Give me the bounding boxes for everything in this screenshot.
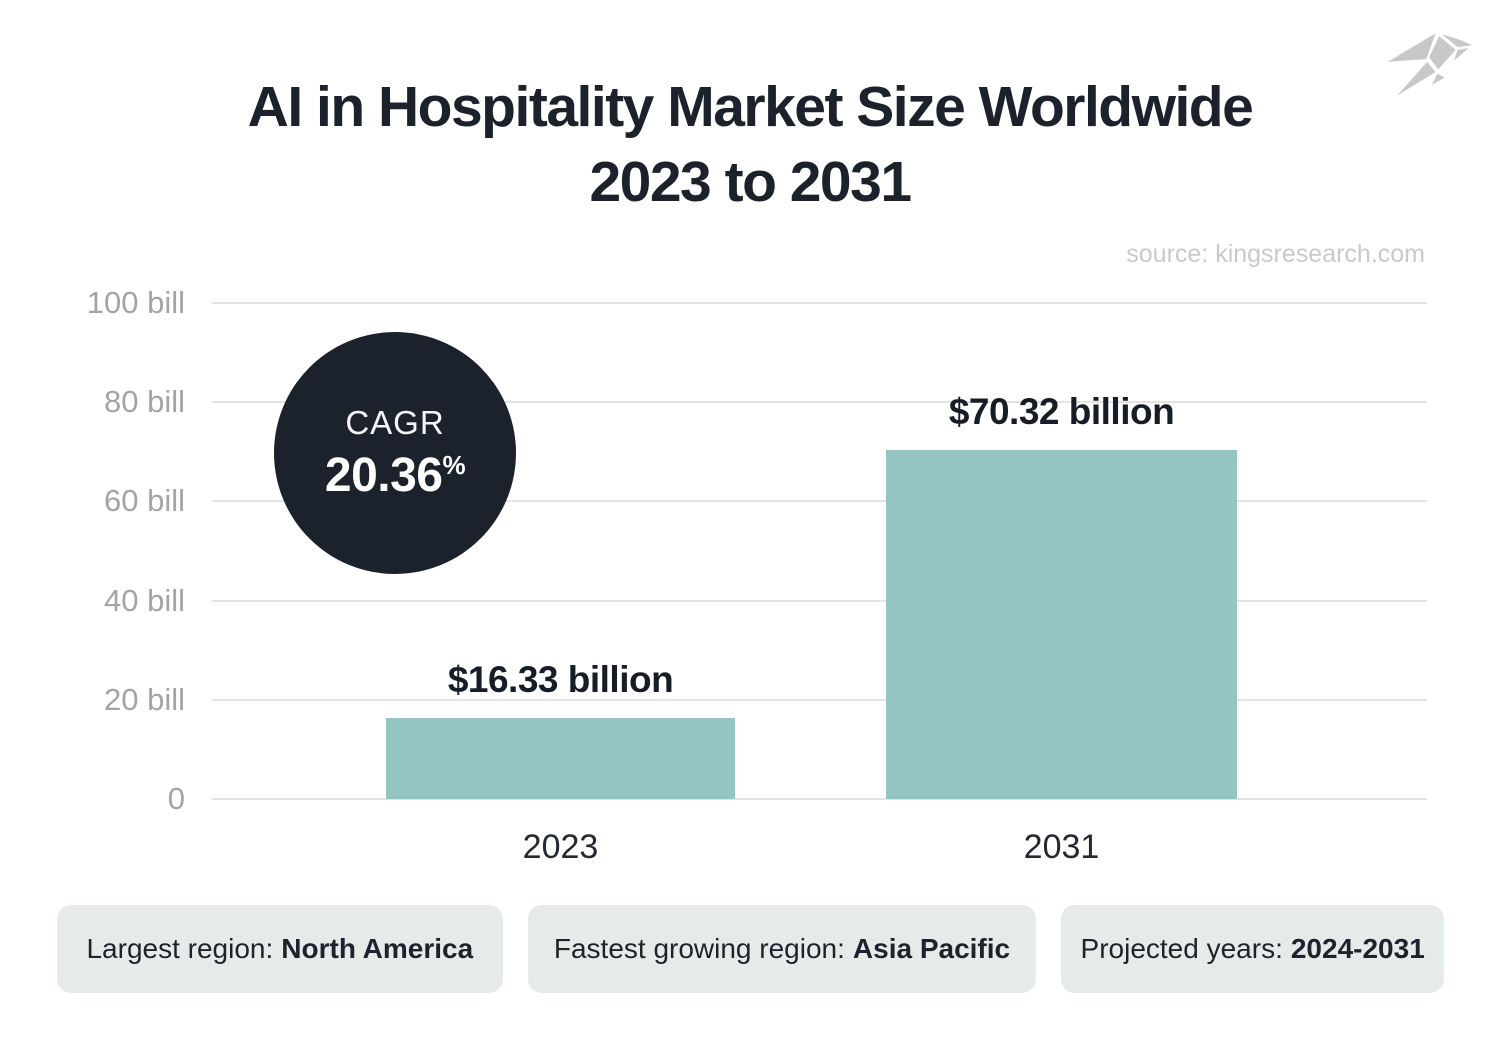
cagr-value: 20.36% [324,448,466,503]
gridline [212,698,1427,701]
bar-chart: 100 bill 80 bill 60 bill 40 bill 20 bill… [87,285,1427,866]
pill-largest-region: Largest region: North America [57,905,503,993]
pill-fastest-growing-region: Fastest growing region: Asia Pacific [527,905,1037,993]
bar-value-label-2031: $70.32 billion [948,391,1175,433]
gridline [212,798,1427,800]
source-credit: source: kingsresearch.com [1126,240,1425,268]
y-tick-label: 60 bill [104,483,185,519]
pill-projected-years: Projected years: 2024-2031 [1061,905,1445,993]
y-tick-label: 100 bill [86,285,185,320]
pill-value: 2024-2031 [1290,933,1425,964]
bar-2031 [886,450,1237,799]
origami-bird-logo [1387,33,1473,96]
bar-2023 [386,718,735,799]
y-tick-label: 40 bill [104,582,185,618]
title-line-2: 2023 to 2031 [589,150,912,215]
x-axis-label-2031: 2031 [1023,828,1100,866]
pill-label: Largest region: [86,933,274,964]
title-line-1: AI in Hospitality Market Size Worldwide [247,75,1254,139]
y-tick-label: 20 bill [104,681,185,717]
pill-label: Projected years: [1080,933,1283,964]
cagr-number: 20.36 [324,448,443,502]
gridline [212,401,1427,404]
gridline [212,599,1427,602]
gridline [212,302,1427,304]
bar-value-label-2023: $16.33 billion [447,659,674,701]
bar-group-2031: $70.32 billion 2031 [886,303,1237,866]
footer-pills: Largest region: North America Fastest gr… [57,905,1445,993]
y-tick-label: 0 [167,781,185,816]
bar-group-2023: $16.33 billion 2023 [386,303,735,866]
pill-value: North America [281,933,474,964]
cagr-percent-sign: % [442,449,466,480]
pill-label: Fastest growing region: [553,933,845,964]
y-tick-label: 80 bill [104,384,185,420]
gridline [212,500,1427,503]
cagr-label: CAGR [345,403,445,441]
x-axis-label-2023: 2023 [522,828,599,866]
cagr-badge: CAGR 20.36% [274,332,516,574]
pill-value: Asia Pacific [852,933,1011,964]
page-title: AI in Hospitality Market Size Worldwide … [0,70,1500,220]
